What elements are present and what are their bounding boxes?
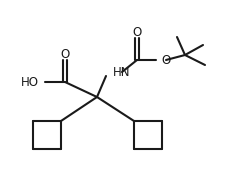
Text: O: O [132, 25, 141, 39]
Text: O: O [60, 48, 69, 61]
Text: HO: HO [21, 75, 39, 89]
Text: O: O [160, 53, 169, 66]
Text: HN: HN [112, 66, 130, 79]
